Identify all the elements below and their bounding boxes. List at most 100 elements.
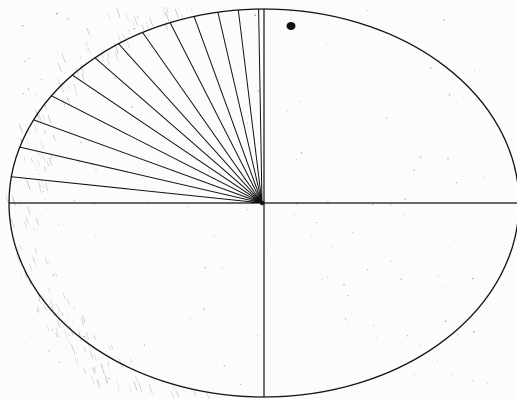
stain-speck: [451, 373, 453, 375]
stain-speck: [22, 25, 24, 27]
stain-speck: [94, 198, 95, 200]
stain-speck: [72, 321, 74, 323]
radial-line-12: [237, 9, 263, 204]
stain-mark: [48, 157, 52, 166]
stain-speck: [293, 213, 295, 216]
stain-speck: [33, 228, 36, 231]
stain-speck: [443, 19, 445, 21]
stain-speck: [448, 93, 451, 96]
stain-speck: [254, 14, 256, 17]
stain-mark: [145, 21, 149, 30]
stain-speck: [404, 198, 407, 200]
stain-speck: [143, 344, 146, 346]
stain-mark: [43, 129, 46, 135]
stain-mark: [44, 181, 49, 192]
stain-speck: [446, 287, 448, 288]
stain-speck: [321, 279, 323, 281]
stain-mark: [57, 62, 62, 72]
stain-mark: [165, 6, 169, 14]
stain-speck: [385, 117, 388, 119]
stain-speck: [326, 330, 327, 332]
stain-mark: [13, 153, 17, 163]
stain-mark: [107, 52, 110, 58]
stain-mark: [44, 166, 47, 172]
stain-mark: [24, 157, 26, 161]
stain-mark: [93, 367, 96, 372]
stain-mark: [47, 258, 50, 264]
stain-speck: [437, 177, 439, 179]
stain-speck: [27, 88, 30, 90]
stain-speck: [448, 246, 450, 248]
stain-speck: [430, 15, 431, 16]
stain-speck: [351, 231, 354, 234]
stain-speck: [439, 59, 441, 61]
stain-mark: [85, 332, 89, 340]
stain-speck: [471, 277, 474, 280]
stain-speck: [132, 314, 134, 316]
stain-speck: [52, 274, 55, 276]
stain-speck: [90, 155, 92, 158]
stain-mark: [28, 130, 31, 135]
stain-speck: [36, 169, 38, 170]
radial-line-13: [258, 8, 263, 204]
stain-mark: [36, 308, 39, 313]
stain-speck: [257, 23, 259, 25]
stain-mark: [35, 165, 37, 169]
stain-speck: [327, 200, 329, 203]
stain-mark: [86, 27, 90, 35]
stain-speck: [38, 172, 40, 175]
stain-mark: [101, 365, 105, 374]
stain-speck: [285, 245, 287, 246]
radial-line-4: [51, 95, 263, 204]
stain-mark: [107, 58, 110, 65]
stain-mark: [115, 379, 120, 388]
stain-mark: [115, 46, 119, 55]
stain-mark: [55, 327, 58, 333]
stain-speck: [315, 221, 318, 224]
stain-speck: [203, 308, 205, 310]
stain-mark: [35, 217, 40, 226]
center-point: [259, 200, 265, 206]
stain-mark: [57, 78, 61, 86]
stain-speck: [195, 133, 197, 135]
stain-speck: [171, 209, 173, 211]
stain-mark: [165, 11, 170, 22]
stain-mark: [114, 51, 119, 62]
stain-mark: [194, 389, 197, 396]
stain-speck: [83, 335, 85, 338]
stain-speck: [402, 213, 405, 216]
stain-mark: [93, 335, 96, 340]
stain-speck: [499, 387, 501, 389]
stain-mark: [186, 5, 189, 10]
stain-mark: [61, 53, 66, 63]
stain-speck: [192, 213, 194, 215]
stain-mark: [55, 332, 58, 338]
stain-mark: [148, 383, 153, 395]
stain-speck: [257, 89, 260, 92]
stain-mark: [28, 262, 33, 272]
stain-mark: [96, 379, 100, 388]
stain-mark: [127, 41, 130, 48]
stain-speck: [216, 383, 218, 385]
stain-mark: [5, 195, 9, 202]
stain-speck: [413, 373, 415, 375]
stain-mark: [71, 344, 76, 355]
stain-mark: [62, 292, 66, 299]
stain-mark: [35, 109, 39, 118]
stain-mark: [32, 256, 37, 266]
stain-speck: [94, 235, 97, 237]
stain-speck: [55, 12, 58, 15]
stain-mark: [103, 371, 107, 379]
stain-mark: [37, 160, 40, 167]
stain-speck: [413, 169, 415, 171]
stain-speck: [419, 87, 421, 89]
stain-speck: [286, 110, 288, 112]
stain-speck: [355, 279, 357, 280]
stain-mark: [75, 358, 79, 368]
stain-speck: [444, 320, 447, 323]
stain-mark: [68, 339, 72, 347]
stain-mark: [88, 47, 91, 55]
stain-speck: [252, 356, 254, 358]
stain-speck: [256, 335, 259, 337]
